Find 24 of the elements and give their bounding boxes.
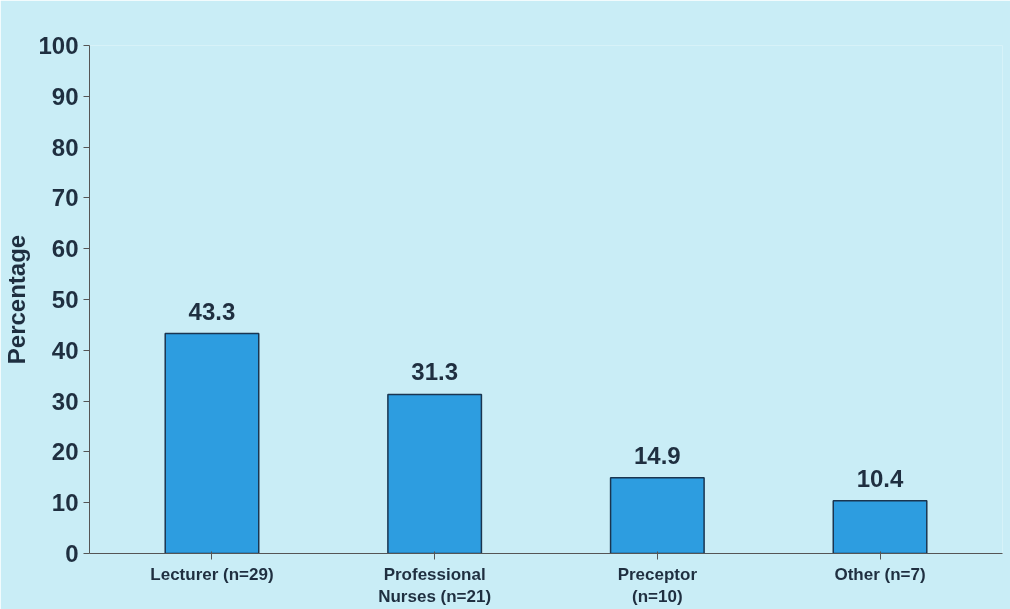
y-tick-label: 80	[51, 133, 79, 161]
bar	[164, 332, 260, 554]
bar	[387, 393, 483, 554]
x-tick-label: Other (n=7)	[834, 564, 926, 584]
data-label: 31.3	[411, 358, 459, 386]
y-tick-label: 100	[38, 32, 79, 59]
y-tick-label: 10	[51, 489, 79, 517]
y-tick-label: 40	[51, 336, 79, 364]
y-tick-label: 90	[51, 82, 79, 110]
data-label: 10.4	[856, 464, 905, 492]
y-tick-label: 60	[51, 235, 79, 263]
data-label: 43.3	[188, 297, 236, 325]
y-tick-label: 70	[51, 184, 79, 212]
data-label: 14.9	[633, 441, 681, 469]
y-tick-label: 20	[51, 438, 79, 466]
bar	[609, 477, 705, 554]
y-tick-label: 50	[51, 286, 79, 313]
y-axis-title: Percentage	[3, 234, 31, 365]
bar	[832, 499, 928, 554]
x-tick-label: Preceptor (n=10)	[617, 564, 698, 607]
x-tick-label: Lecturer (n=29)	[150, 564, 274, 584]
y-tick-label: 0	[65, 540, 79, 567]
y-tick-label: 30	[51, 387, 79, 415]
x-tick-label: Professional Nurses (n=21)	[378, 564, 492, 607]
